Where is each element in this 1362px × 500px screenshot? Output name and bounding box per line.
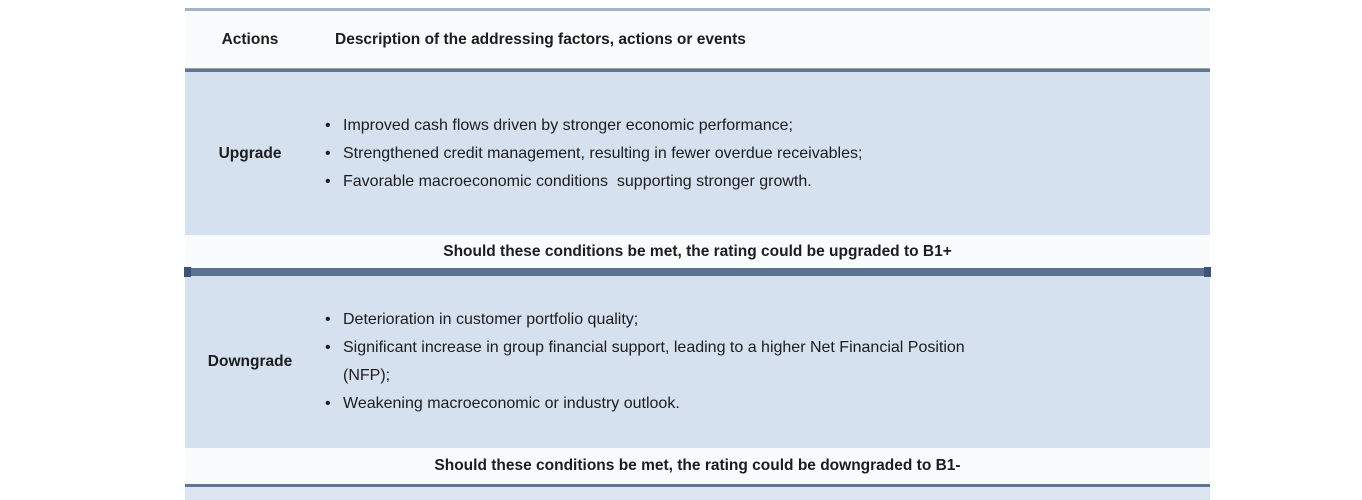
next-row-partial-strip [185, 487, 1210, 500]
upgrade-description-cell: • Improved cash flows driven by stronger … [315, 112, 1210, 196]
bullet-text: Significant increase in group financial … [343, 339, 965, 384]
upgrade-bullet-list: • Improved cash flows driven by stronger … [315, 112, 1210, 196]
list-item: • Significant increase in group financial… [325, 334, 1210, 390]
table-header-row: Actions Description of the addressing fa… [185, 11, 1210, 68]
list-item: • Improved cash flows driven by stronger … [325, 112, 1210, 140]
list-item: • Weakening macroeconomic or industry out… [325, 390, 1210, 418]
table-row-upgrade: Upgrade • Improved cash flows driven by s… [185, 72, 1210, 235]
bullet-text: Improved cash flows driven by stronger e… [343, 116, 793, 134]
downgrade-label: Downgrade [207, 353, 293, 370]
section-divider [184, 267, 1211, 277]
bullet-text: Weakening macroeconomic or industry outl… [343, 395, 680, 412]
downgrade-description-cell: • Deterioration in customer portfolio qua… [315, 306, 1210, 418]
rating-sensitivity-table: Actions Description of the addressing fa… [184, 8, 1211, 500]
bullet-icon: • [325, 395, 331, 412]
bullet-text: Favorable macroeconomic conditions suppo… [343, 172, 812, 190]
table-row-downgrade: Downgrade • Deterioration in customer por… [185, 276, 1210, 448]
list-item: • Strengthened credit management, resulti… [325, 140, 1210, 168]
header-cell-actions: Actions [221, 30, 279, 48]
downgrade-bullet-list: • Deterioration in customer portfolio qua… [315, 306, 1210, 418]
divider-cap-left [184, 267, 191, 277]
divider-cap-right [1204, 267, 1211, 277]
upgrade-label: Upgrade [218, 144, 282, 162]
bullet-icon: • [325, 172, 331, 190]
header-cell-description: Description of the addressing factors, a… [335, 30, 746, 48]
table-bottom-border [185, 484, 1210, 487]
bullet-icon: • [325, 116, 331, 134]
downgrade-note-text: Should these conditions be met, the rati… [434, 457, 961, 474]
bullet-text: Deterioration in customer portfolio qual… [343, 311, 639, 328]
bullet-icon: • [325, 144, 331, 162]
bullet-icon: • [325, 339, 331, 356]
header-underline [185, 68, 1210, 72]
upgrade-note-text: Should these conditions be met, the rati… [443, 242, 952, 260]
list-item: • Favorable macroeconomic conditions supp… [325, 168, 1210, 196]
table-top-border [185, 8, 1210, 11]
bullet-text: Strengthened credit management, resultin… [343, 144, 863, 162]
bullet-icon: • [325, 311, 331, 328]
list-item: • Deterioration in customer portfolio qua… [325, 306, 1210, 334]
downgrade-note-row: Should these conditions be met, the rati… [185, 448, 1210, 484]
upgrade-note-row: Should these conditions be met, the rati… [185, 235, 1210, 268]
